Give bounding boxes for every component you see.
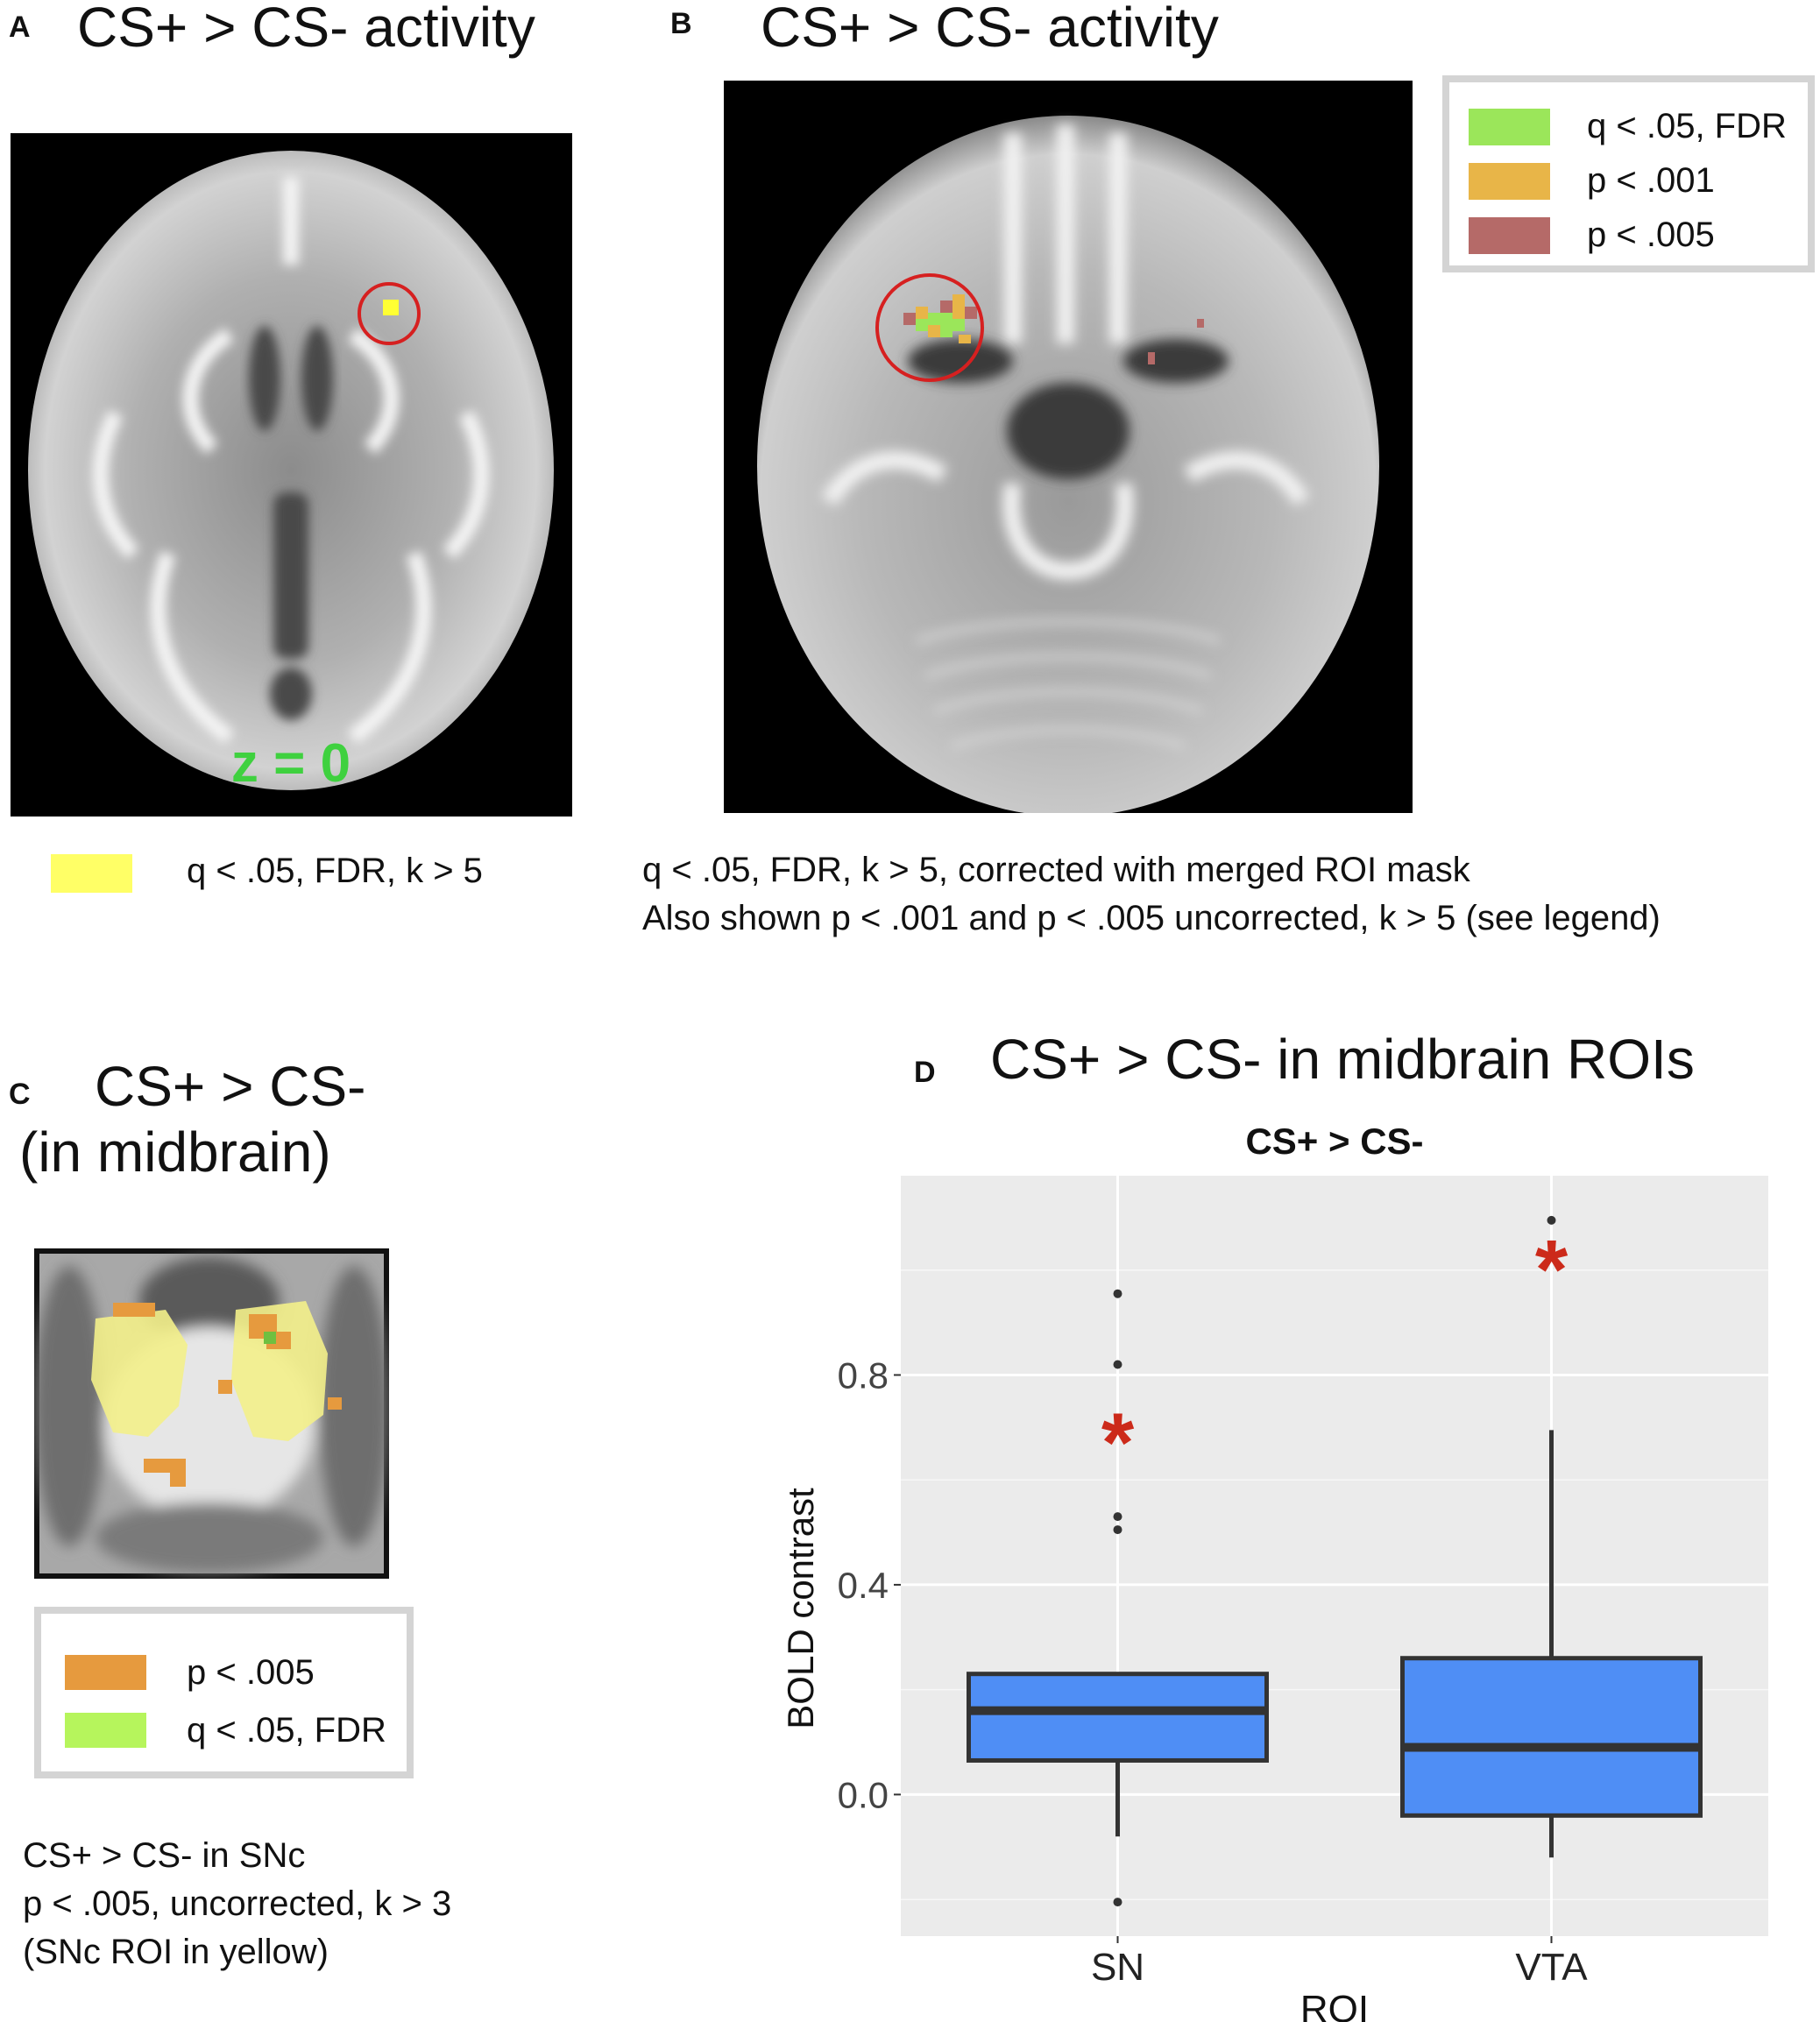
panel-b-title: CS+ > CS- activity <box>761 0 1219 59</box>
panel-c-legend-label-p005: p < .005 <box>187 1653 315 1692</box>
panel-c-legend-label-fdr: q < .05, FDR <box>187 1711 386 1750</box>
box-plot: CS+ > CS- 0.00.40.8 SN VTA ** BOLD contra… <box>780 1121 1768 2022</box>
chart-title: CS+ > CS- <box>1245 1121 1423 1162</box>
panel-a-legend-label: q < .05, FDR, k > 5 <box>187 852 483 890</box>
outlier-point <box>1113 1512 1122 1522</box>
panel-c-legend-swatch-p005 <box>65 1655 146 1690</box>
outlier-point <box>1113 1525 1122 1535</box>
panel-c-caption-line-2: p < .005, uncorrected, k > 3 <box>23 1884 452 1923</box>
significance-marker: * <box>1101 1396 1135 1489</box>
box-sn: * <box>967 1289 1269 1907</box>
panel-c-caption-line-1: CS+ > CS- in SNc <box>23 1836 306 1875</box>
panel-a-slice-label: z = 0 <box>231 733 351 794</box>
x-axis: SN VTA <box>1091 1936 1588 1989</box>
panel-c-caption: CS+ > CS- in SNc p < .005, uncorrected, … <box>23 1832 451 1976</box>
panel-a-title: CS+ > CS- activity <box>77 0 535 59</box>
panel-b-legend-label-fdr: q < .05, FDR <box>1587 107 1787 145</box>
significance-marker: * <box>1535 1223 1569 1317</box>
box-iqr <box>967 1672 1269 1763</box>
y-axis-label: BOLD contrast <box>780 1488 821 1729</box>
y-tick-label: 0.0 <box>838 1774 889 1815</box>
box-iqr <box>1400 1656 1703 1818</box>
panel-c-midbrain-image <box>34 1248 389 1579</box>
box-vta: * <box>1400 1215 1703 1858</box>
plot-panel <box>901 1176 1768 1936</box>
panel-b-caption-line-1: q < .05, FDR, k > 5, corrected with merg… <box>642 851 1470 889</box>
panel-b-legend: q < .05, FDR p < .001 p < .005 <box>1442 75 1815 272</box>
panel-b-legend-swatch-p005 <box>1469 217 1550 254</box>
boxes: ** <box>967 1215 1703 1907</box>
panel-b-legend-swatch-p001 <box>1469 163 1550 200</box>
panel-b-letter: B <box>670 7 692 40</box>
panel-b-caption-line-2: Also shown p < .001 and p < .005 uncorre… <box>642 899 1661 937</box>
panel-a-legend-swatch <box>51 854 132 893</box>
panel-a-brain-image: z = 0 <box>11 133 572 817</box>
panel-c-caption-line-3: (SNc ROI in yellow) <box>23 1933 329 1971</box>
outlier-point <box>1113 1360 1122 1369</box>
x-tick-label: SN <box>1091 1946 1144 1989</box>
panel-c-title-line-2: (in midbrain) <box>19 1121 331 1184</box>
panel-c-legend: p < .005 q < .05, FDR <box>34 1607 414 1778</box>
outlier-point <box>1113 1898 1122 1907</box>
y-tick-label: 0.8 <box>838 1354 889 1396</box>
y-tick-label: 0.4 <box>838 1565 889 1606</box>
panel-b-brain-image <box>724 81 1413 813</box>
panel-b-legend-label-p005: p < .005 <box>1587 216 1715 254</box>
panel-b-legend-swatch-fdr <box>1469 109 1550 145</box>
y-axis: 0.0 0.4 0.8 <box>838 1354 901 1815</box>
outlier-point <box>1113 1289 1122 1298</box>
panel-c-title-line-1: CS+ > CS- <box>95 1055 366 1118</box>
panel-d-letter: D <box>914 1056 936 1089</box>
x-axis-label: ROI <box>1300 1988 1369 2022</box>
panel-a-letter: A <box>9 11 31 44</box>
x-tick-label: VTA <box>1515 1946 1588 1989</box>
panel-b-legend-label-p001: p < .001 <box>1587 161 1715 200</box>
panel-c-legend-swatch-fdr <box>65 1713 146 1748</box>
panel-b-caption: q < .05, FDR, k > 5, corrected with merg… <box>642 846 1661 943</box>
panel-c-letter: C <box>9 1078 31 1111</box>
panel-d-title: CS+ > CS- in midbrain ROIs <box>990 1028 1695 1091</box>
outlier-point <box>1547 1215 1556 1225</box>
